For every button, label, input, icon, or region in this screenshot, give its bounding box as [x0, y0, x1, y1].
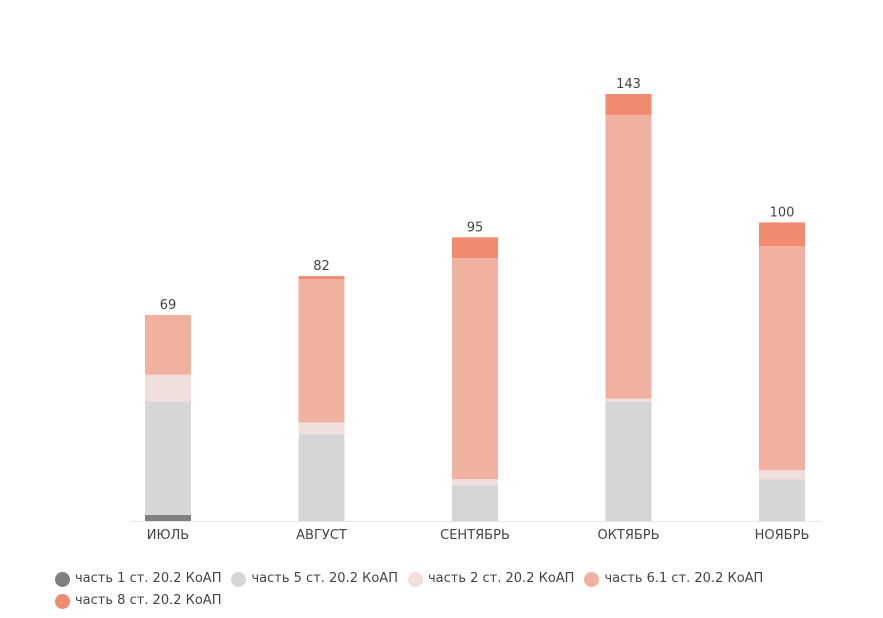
bar-segment-3-4	[452, 258, 498, 480]
bar-segment-5-5	[759, 222, 805, 247]
bar-segment-4-3	[605, 398, 652, 402]
legend-item-3[interactable]: часть 2 ст. 20.2 КоАП	[407, 568, 575, 590]
legend-swatch-icon	[407, 571, 423, 587]
legend-swatch-icon	[55, 571, 70, 587]
legend-label: часть 6.1 ст. 20.2 КоАП	[604, 571, 764, 586]
bar-segment-4-5	[605, 94, 652, 115]
total-label-5: 100	[770, 205, 795, 220]
legend-label: часть 2 ст. 20.2 КоАП	[427, 571, 575, 586]
category-label-3: СЕНТЯБРЬ	[440, 528, 510, 543]
total-label-3: 95	[467, 220, 484, 235]
bar-segment-5-2	[759, 479, 805, 521]
bar-segment-2-4	[298, 279, 345, 423]
legend-item-2[interactable]: часть 5 ст. 20.2 КоАП	[231, 568, 398, 590]
legend-label: часть 1 ст. 20.2 КоАП	[75, 571, 222, 586]
bar-segment-5-4	[759, 246, 805, 471]
legend-swatch-icon	[584, 571, 600, 587]
category-label-1: ИЮЛЬ	[147, 528, 189, 543]
bar-segment-1-3	[145, 374, 191, 402]
bar-segment-4-2	[605, 401, 652, 521]
bar-segment-3-3	[452, 479, 498, 486]
legend-item-1[interactable]: часть 1 ст. 20.2 КоАП	[55, 568, 221, 590]
bar-segment-3-2	[452, 485, 498, 521]
category-label-4: ОКТЯБРЬ	[597, 528, 659, 543]
legend-item-4[interactable]: часть 6.1 ст. 20.2 КоАП	[584, 568, 763, 590]
bar-segment-1-4	[145, 314, 191, 375]
bar-segment-1-1	[145, 515, 191, 521]
legend-swatch-icon	[231, 571, 247, 587]
total-label-4: 143	[616, 77, 641, 92]
stacked-bar-chart: 69 ИЮЛЬ 82 АВГУСТ 95 СЕНТЯБРЬ 143 ОКТЯБРЬ 100 НОЯ…	[130, 77, 822, 543]
legend-label: часть 8 ст. 20.2 КоАП	[75, 593, 222, 608]
legend-swatch-icon	[55, 593, 70, 609]
legend-item-5[interactable]: часть 8 ст. 20.2 КоАП	[55, 590, 221, 612]
legend-label: часть 5 ст. 20.2 КоАП	[251, 571, 398, 586]
bar-segment-4-4	[605, 114, 652, 399]
bar-segment-2-2	[298, 434, 345, 521]
category-label-2: АВГУСТ	[296, 528, 347, 543]
total-label-1: 69	[160, 298, 177, 313]
bar-segment-5-3	[759, 470, 805, 480]
total-label-2: 82	[313, 259, 330, 274]
bar-segment-2-3	[298, 422, 345, 435]
bar-segment-2-5	[298, 276, 345, 280]
bar-segment-3-5	[452, 237, 498, 259]
category-label-5: НОЯБРЬ	[755, 528, 810, 543]
bar-segment-1-2	[145, 401, 191, 516]
legend: часть 1 ст. 20.2 КоАП часть 5 ст. 20.2 Ко…	[55, 568, 845, 612]
